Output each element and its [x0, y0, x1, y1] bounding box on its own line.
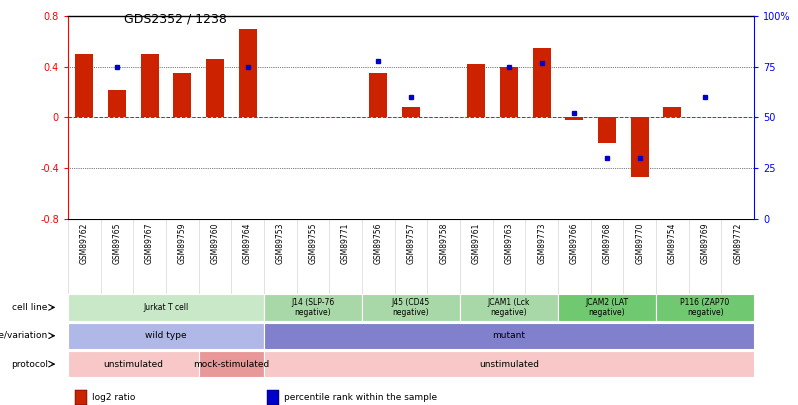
Text: mock-stimulated: mock-stimulated: [193, 360, 270, 369]
Text: GSM89760: GSM89760: [211, 222, 219, 264]
Bar: [460, 294, 558, 321]
Text: log2 ratio: log2 ratio: [92, 393, 135, 402]
Text: J45 (CD45
negative): J45 (CD45 negative): [392, 298, 430, 317]
Text: cell line: cell line: [12, 303, 48, 312]
Bar: [264, 351, 754, 377]
Text: GSM89768: GSM89768: [602, 222, 611, 264]
Bar: [108, 90, 126, 117]
Text: Jurkat T cell: Jurkat T cell: [144, 303, 188, 312]
Text: GSM89754: GSM89754: [668, 222, 677, 264]
Bar: [75, 390, 87, 405]
Text: genotype/variation: genotype/variation: [0, 331, 48, 340]
Text: GSM89766: GSM89766: [570, 222, 579, 264]
Bar: [239, 29, 256, 117]
Text: J14 (SLP-76
negative): J14 (SLP-76 negative): [291, 298, 334, 317]
Bar: [656, 294, 754, 321]
Text: protocol: protocol: [10, 360, 48, 369]
Text: GSM89762: GSM89762: [80, 222, 89, 264]
Bar: [402, 107, 420, 117]
Bar: [362, 294, 460, 321]
Bar: [264, 322, 754, 349]
Bar: [558, 294, 656, 321]
Text: GSM89763: GSM89763: [504, 222, 513, 264]
Text: GSM89757: GSM89757: [406, 222, 416, 264]
Bar: [267, 390, 279, 405]
Bar: [68, 322, 264, 349]
Text: unstimulated: unstimulated: [479, 360, 539, 369]
Bar: [140, 54, 159, 117]
Text: GSM89756: GSM89756: [373, 222, 383, 264]
Text: GSM89770: GSM89770: [635, 222, 644, 264]
Text: mutant: mutant: [492, 331, 526, 340]
Bar: [533, 48, 551, 117]
Text: GSM89758: GSM89758: [439, 222, 448, 264]
Text: GSM89753: GSM89753: [276, 222, 285, 264]
Text: GSM89761: GSM89761: [472, 222, 481, 264]
Text: GSM89765: GSM89765: [113, 222, 121, 264]
Text: JCAM1 (Lck
negative): JCAM1 (Lck negative): [488, 298, 530, 317]
Bar: [468, 64, 485, 117]
Text: percentile rank within the sample: percentile rank within the sample: [284, 393, 437, 402]
Bar: [663, 107, 681, 117]
Bar: [598, 117, 616, 143]
Bar: [500, 67, 518, 117]
Bar: [369, 73, 387, 117]
Text: GSM89769: GSM89769: [701, 222, 709, 264]
Bar: [199, 351, 264, 377]
Bar: [565, 117, 583, 120]
Text: P116 (ZAP70
negative): P116 (ZAP70 negative): [681, 298, 729, 317]
Bar: [68, 294, 264, 321]
Text: GSM89767: GSM89767: [145, 222, 154, 264]
Text: GSM89773: GSM89773: [537, 222, 546, 264]
Text: unstimulated: unstimulated: [103, 360, 163, 369]
Bar: [75, 54, 93, 117]
Bar: [173, 73, 192, 117]
Text: GSM89755: GSM89755: [309, 222, 318, 264]
Bar: [206, 59, 224, 117]
Text: GSM89772: GSM89772: [733, 222, 742, 264]
Text: GSM89759: GSM89759: [178, 222, 187, 264]
Bar: [630, 117, 649, 177]
Bar: [264, 294, 362, 321]
Text: GSM89764: GSM89764: [243, 222, 252, 264]
Text: GDS2352 / 1238: GDS2352 / 1238: [124, 12, 227, 25]
Bar: [68, 351, 199, 377]
Text: wild type: wild type: [145, 331, 187, 340]
Text: GSM89771: GSM89771: [341, 222, 350, 264]
Text: JCAM2 (LAT
negative): JCAM2 (LAT negative): [586, 298, 629, 317]
